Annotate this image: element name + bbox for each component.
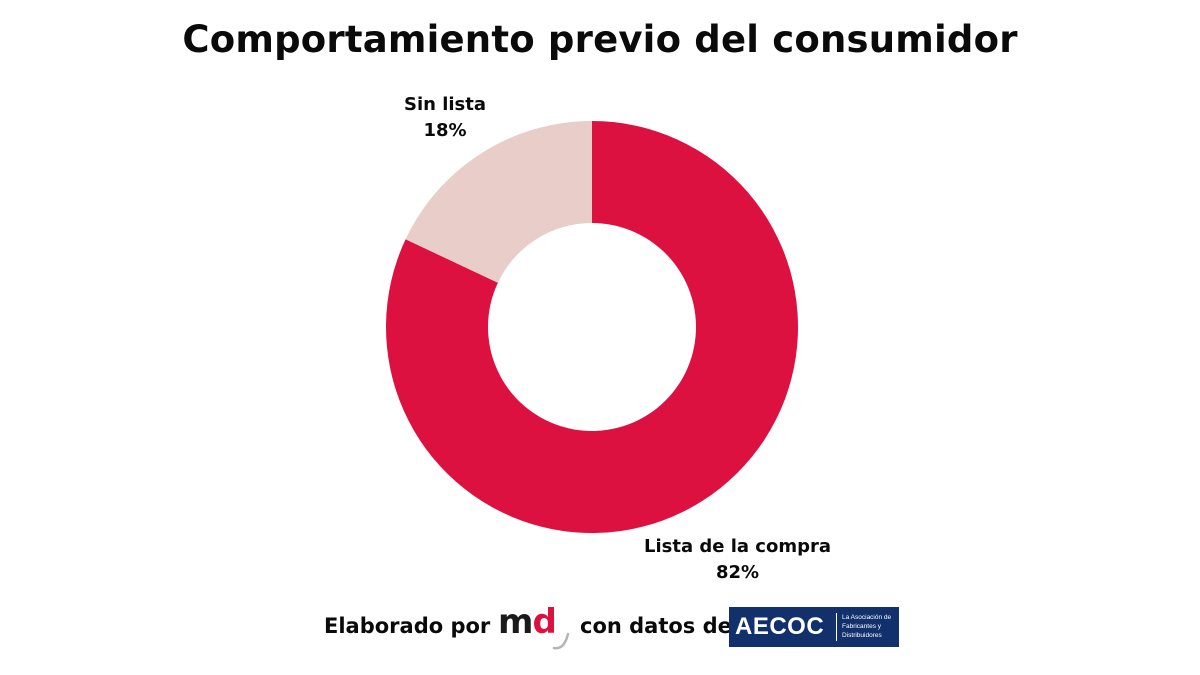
slice-label-sin-lista: Sin lista 18% <box>395 92 495 144</box>
credits-footer: Elaborado por md con datos de AECOC La A… <box>0 602 1200 650</box>
md-logo-m: m <box>498 602 533 642</box>
md-logo-letters: md <box>498 602 557 642</box>
slice-name-lista-compra: Lista de la compra <box>643 536 831 557</box>
aecoc-logo: AECOC La Asociación de Fabricantes y Dis… <box>729 607 899 647</box>
footer-con-datos-text: con datos de <box>580 614 732 638</box>
donut-slice-sin-lista <box>405 121 592 283</box>
md-logo-d: d <box>532 602 556 642</box>
md-logo-swoosh <box>552 632 570 650</box>
footer-elaborado-text: Elaborado por <box>324 614 491 638</box>
aecoc-logo-tagline: La Asociación de Fabricantes y Distribui… <box>842 614 892 639</box>
slice-value-sin-lista: 18% <box>423 120 467 141</box>
slice-value-lista-compra: 82% <box>715 562 760 583</box>
aecoc-logo-divider <box>836 613 837 641</box>
slice-label-lista-compra: Lista de la compra 82% <box>640 534 835 586</box>
donut-slice-lista-de-la-compra <box>386 121 798 533</box>
md-logo: md <box>498 602 578 654</box>
chart-title: Comportamiento previo del consumidor <box>182 18 1018 61</box>
aecoc-logo-word: AECOC <box>735 613 825 640</box>
slice-name-sin-lista: Sin lista <box>403 94 487 115</box>
